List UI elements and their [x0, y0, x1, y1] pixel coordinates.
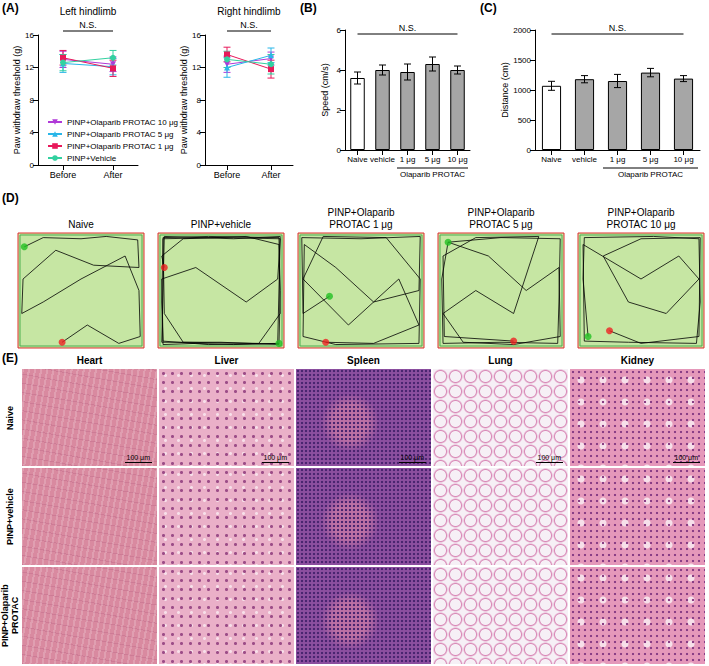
- svg-text:PROTAC 10 μg: PROTAC 10 μg: [607, 219, 676, 230]
- svg-text:vehicle: vehicle: [572, 155, 597, 164]
- html-text:Naive: Naive: [5, 405, 15, 430]
- svg-text:Paw withdraw threshold (g): Paw withdraw threshold (g): [12, 46, 22, 155]
- html-text:PINP+vehicle: PINP+vehicle: [5, 488, 15, 545]
- html-text:100 μm: 100 μm: [263, 454, 287, 461]
- svg-text:5 μg: 5 μg: [643, 155, 659, 164]
- html-text:Lung: Lung: [488, 355, 513, 366]
- svg-text:(C): (C): [480, 1, 497, 15]
- svg-text:(A): (A): [2, 1, 19, 15]
- svg-text:1500: 1500: [513, 56, 531, 65]
- svg-text:After: After: [261, 170, 280, 180]
- svg-text:500: 500: [518, 116, 532, 125]
- html-text:100 μm: 100 μm: [674, 454, 698, 461]
- svg-text:(D): (D): [2, 191, 19, 205]
- svg-text:Olaparib PROTAC: Olaparib PROTAC: [618, 170, 683, 179]
- svg-text:10 μg: 10 μg: [447, 155, 467, 164]
- svg-text:Before: Before: [50, 170, 77, 180]
- svg-text:Speed (cm/s): Speed (cm/s): [320, 63, 330, 117]
- svg-text:PROTAC 5 μg: PROTAC 5 μg: [469, 219, 532, 230]
- svg-text:16: 16: [192, 31, 201, 40]
- svg-text:6: 6: [337, 26, 342, 35]
- svg-text:(B): (B): [300, 1, 317, 15]
- svg-text:N.S.: N.S.: [609, 23, 627, 33]
- svg-text:0: 0: [527, 146, 532, 155]
- svg-text:Left hindlimb: Left hindlimb: [60, 6, 117, 17]
- svg-text:12: 12: [192, 63, 201, 72]
- svg-text:Before: Before: [214, 170, 241, 180]
- svg-text:4: 4: [337, 66, 342, 75]
- svg-text:PINP+Olaparib: PINP+Olaparib: [328, 207, 395, 218]
- svg-text:PINP+Olaparib: PINP+Olaparib: [608, 207, 675, 218]
- svg-text:PINP+vehicle: PINP+vehicle: [191, 219, 252, 230]
- svg-text:vehicle: vehicle: [370, 155, 395, 164]
- svg-text:8: 8: [30, 96, 35, 105]
- svg-text:16: 16: [25, 31, 34, 40]
- svg-text:2000: 2000: [513, 26, 531, 35]
- html-text:Heart: Heart: [76, 355, 103, 366]
- svg-text:PINP+Vehicle: PINP+Vehicle: [67, 154, 117, 163]
- svg-text:0: 0: [30, 161, 35, 170]
- svg-text:Naive: Naive: [541, 155, 562, 164]
- svg-text:After: After: [103, 170, 122, 180]
- svg-text:1000: 1000: [513, 86, 531, 95]
- svg-text:0: 0: [197, 161, 202, 170]
- svg-text:4: 4: [30, 128, 35, 137]
- html-text:100 μm: 100 μm: [126, 454, 150, 461]
- svg-text:4: 4: [197, 128, 202, 137]
- html-text:Kidney: Kidney: [620, 355, 655, 366]
- svg-text:Olaparib PROTAC: Olaparib PROTAC: [400, 170, 465, 179]
- svg-text:PINP+Olaparib: PINP+Olaparib: [468, 207, 535, 218]
- html-text:(E): (E): [2, 351, 18, 365]
- svg-text:10 μg: 10 μg: [673, 155, 693, 164]
- svg-text:N.S.: N.S.: [240, 20, 258, 30]
- svg-text:N.S.: N.S.: [79, 20, 97, 30]
- svg-text:N.S.: N.S.: [399, 23, 417, 33]
- svg-text:1 μg: 1 μg: [400, 155, 416, 164]
- svg-text:2: 2: [337, 106, 342, 115]
- svg-text:Naive: Naive: [347, 155, 368, 164]
- svg-text:PINP+Olaparib PROTAC 1 μg: PINP+Olaparib PROTAC 1 μg: [67, 142, 174, 151]
- svg-text:PROTAC 1 μg: PROTAC 1 μg: [329, 219, 392, 230]
- svg-text:1 μg: 1 μg: [610, 155, 626, 164]
- html-text:100 μm: 100 μm: [537, 454, 561, 461]
- svg-text:PINP+Olaparib PROTAC 10 μg: PINP+Olaparib PROTAC 10 μg: [67, 118, 178, 127]
- svg-text:0: 0: [337, 146, 342, 155]
- svg-text:Distance (cm): Distance (cm): [500, 62, 510, 118]
- svg-text:12: 12: [25, 63, 34, 72]
- svg-text:Paw withdraw threshold (g): Paw withdraw threshold (g): [179, 46, 189, 155]
- html-text:Liver: Liver: [214, 355, 239, 366]
- svg-text:8: 8: [197, 96, 202, 105]
- svg-text:Right hindlimb: Right hindlimb: [217, 6, 281, 17]
- html-text:PINP+Olaparib PROTAC: PINP+Olaparib PROTAC: [0, 584, 20, 647]
- svg-text:5 μg: 5 μg: [425, 155, 441, 164]
- html-text:100 μm: 100 μm: [400, 454, 424, 461]
- svg-text:PINP+Olaparib PROTAC 5 μg: PINP+Olaparib PROTAC 5 μg: [67, 130, 174, 139]
- svg-text:Naive: Naive: [68, 219, 94, 230]
- html-text:Spleen: Spleen: [347, 355, 380, 366]
